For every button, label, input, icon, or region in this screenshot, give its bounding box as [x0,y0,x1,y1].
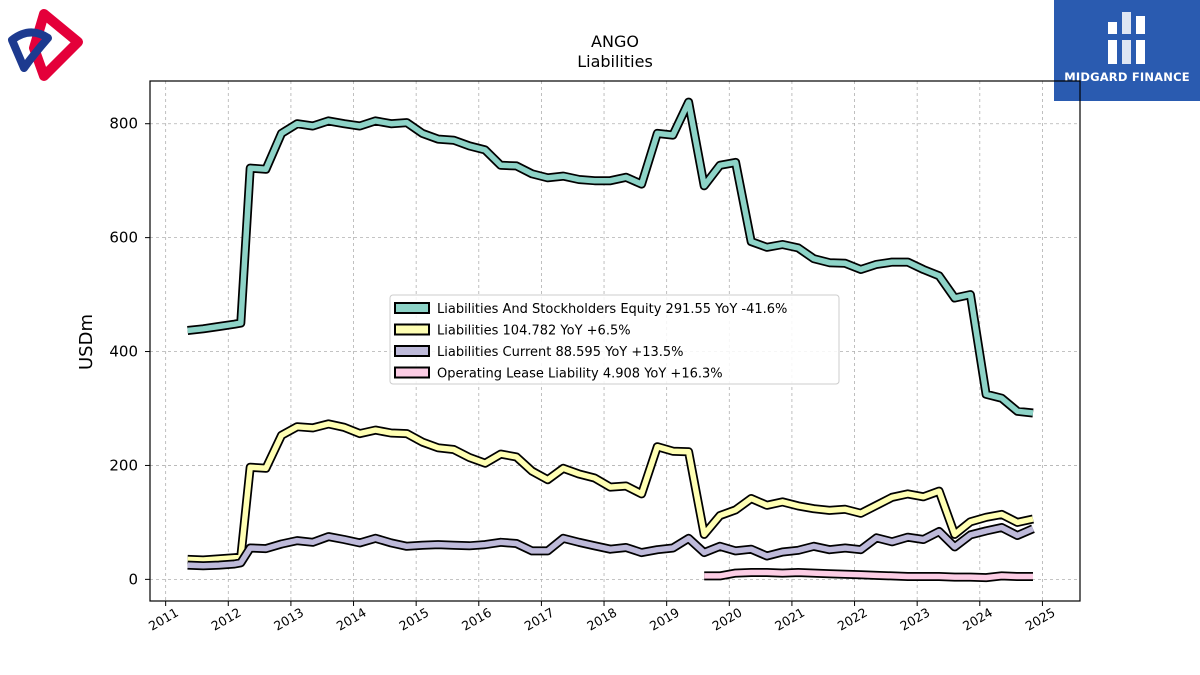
y-axis-label: USDm [76,314,97,370]
series-3 [704,568,1033,583]
x-tick-label: 2016 [459,605,494,634]
y-tick-label: 200 [109,456,138,474]
x-tick-label: 2021 [772,605,807,634]
x-tick-label: 2018 [584,605,619,634]
chart-title: ANGO [591,32,639,51]
legend-swatch [394,366,430,379]
series-2 [187,523,1035,571]
brand-name: MIDGARD FINANCE [1064,70,1190,84]
legend-item: Liabilities 104.782 YoY +6.5% [394,323,631,339]
legend-swatch [394,345,430,357]
series-1 [187,419,1034,565]
x-tick-label: 2025 [1023,605,1058,634]
legend-item: Liabilities And Stockholders Equity 291.… [394,302,787,317]
y-tick-label: 0 [128,570,138,588]
y-tick-label: 400 [109,343,138,361]
series-line [187,524,1035,569]
series-0 [187,97,1034,418]
midgard-finance-logo: MIDGARD FINANCE [1054,0,1200,101]
plot-frame [149,80,1081,602]
legend-item: Liabilities Current 88.595 YoY +13.5% [394,345,684,360]
x-tick-label: 2019 [647,605,682,634]
midgard-mark-icon [1108,12,1145,64]
x-tick-label: 2012 [209,605,244,634]
x-tick-label: 2011 [146,605,181,634]
x-tick-label: 2024 [960,605,995,634]
series-line [187,421,1034,563]
legend-swatch [394,302,430,314]
legend-item: Operating Lease Liability 4.908 YoY +16.… [394,366,723,382]
legend-label: Liabilities 104.782 YoY +6.5% [437,324,631,339]
x-tick-label: 2014 [334,605,369,634]
company-logo-icon [8,9,83,81]
x-tick-label: 2017 [522,605,557,634]
legend-label: Operating Lease Liability 4.908 YoY +16.… [437,367,723,382]
legend-label: Liabilities Current 88.595 YoY +13.5% [437,345,684,360]
series-layer [187,97,1035,583]
legend-frame [389,294,840,385]
x-tick-label: 2022 [835,605,870,634]
y-tick-label: 600 [109,229,138,247]
x-tick-label: 2020 [710,605,745,634]
y-tick-label: 800 [109,115,138,133]
x-tick-label: 2023 [897,605,932,634]
legend-label: Liabilities And Stockholders Equity 291.… [437,302,787,317]
series-line [704,569,1033,581]
legend-swatch [394,323,430,336]
chart-subtitle: Liabilities [577,52,653,71]
series-line [187,99,1034,416]
legend: Liabilities And Stockholders Equity 291.… [389,294,840,385]
x-tick-label: 2013 [271,605,306,634]
x-tick-label: 2015 [396,605,431,634]
